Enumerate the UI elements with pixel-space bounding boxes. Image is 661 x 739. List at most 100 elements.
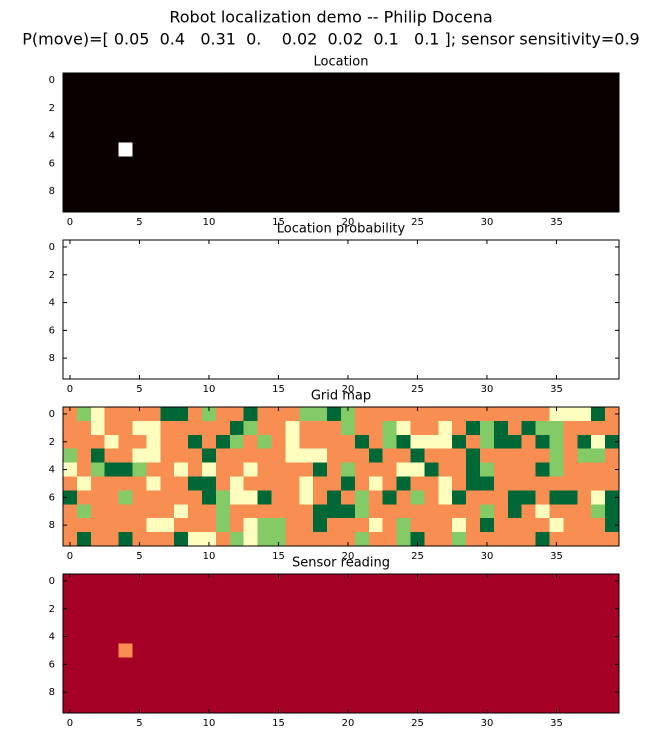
heatmap-cell — [271, 671, 286, 686]
heatmap-cell — [396, 504, 411, 519]
heatmap-cell — [146, 462, 161, 477]
heatmap-cell — [202, 657, 217, 672]
heatmap-cell — [229, 100, 245, 116]
heatmap-cell — [549, 240, 564, 255]
heatmap-cell — [174, 198, 189, 213]
heatmap-cell — [132, 351, 147, 366]
heatmap-cell — [271, 267, 286, 283]
heatmap-cell — [480, 267, 495, 283]
heatmap-cell — [605, 448, 620, 463]
heatmap-cell — [271, 240, 286, 255]
heatmap-cell — [605, 671, 620, 686]
heatmap-cell — [63, 615, 78, 630]
heatmap-cell — [549, 323, 564, 338]
heatmap-cell — [63, 462, 78, 477]
x-tick-label: 15 — [272, 384, 285, 395]
heatmap-cell — [188, 671, 203, 686]
heatmap-cell — [132, 267, 147, 283]
heatmap-cell — [480, 504, 495, 519]
heatmap-cell — [146, 671, 161, 686]
heatmap-cell — [424, 86, 439, 102]
heatmap-cell — [341, 518, 356, 533]
heatmap-cell — [382, 462, 397, 477]
heatmap-cell — [368, 73, 384, 88]
heatmap-cell — [410, 407, 425, 422]
heatmap-cell — [382, 685, 397, 700]
heatmap-cell — [215, 156, 231, 171]
heatmap-cell — [160, 434, 175, 450]
heatmap-cell — [563, 323, 578, 338]
heatmap-cell — [535, 462, 550, 477]
heatmap-cell — [229, 407, 245, 422]
x-tick-label: 15 — [272, 551, 285, 562]
heatmap-cell — [424, 448, 439, 463]
heatmap-cell — [382, 309, 397, 324]
heatmap-cell — [243, 267, 258, 283]
heatmap-cell — [285, 587, 300, 603]
heatmap-cell — [313, 156, 328, 171]
heatmap-cell — [76, 699, 92, 714]
heatmap-cell — [577, 699, 592, 714]
heatmap-cell — [90, 170, 106, 185]
heatmap-cell — [549, 699, 564, 714]
heatmap-cell — [285, 198, 300, 213]
heatmap-cell — [188, 309, 203, 324]
heatmap-cell — [368, 253, 384, 269]
heatmap-cell — [521, 476, 536, 491]
heatmap-cell — [118, 699, 133, 714]
heatmap-cell — [188, 142, 203, 157]
heatmap-cell — [368, 309, 384, 324]
heatmap-cell — [257, 198, 272, 213]
heatmap-cell — [313, 170, 328, 185]
heatmap-cell — [605, 587, 620, 603]
heatmap-cell — [521, 100, 536, 116]
heatmap-cell — [493, 671, 509, 686]
heatmap-cell — [146, 587, 161, 603]
heatmap-cell — [299, 198, 314, 213]
heatmap-cell — [368, 407, 384, 422]
heatmap-cell — [368, 86, 384, 102]
heatmap-cell — [480, 615, 495, 630]
heatmap-cell — [410, 434, 425, 450]
heatmap-cell — [396, 73, 411, 88]
heatmap-cell — [104, 462, 119, 477]
heatmap-cell — [480, 685, 495, 700]
heatmap-cell — [493, 323, 509, 338]
heatmap-cell — [535, 170, 550, 185]
heatmap-cell — [563, 114, 578, 129]
heatmap-cell — [591, 587, 606, 603]
heatmap-cell — [535, 295, 550, 310]
heatmap-cell — [174, 699, 189, 714]
heatmap-cell — [480, 518, 495, 533]
heatmap-cell — [271, 462, 286, 477]
heatmap-cell — [229, 587, 245, 603]
y-tick-label: 8 — [49, 687, 55, 698]
heatmap-cell — [368, 365, 384, 380]
heatmap-cell — [229, 448, 245, 463]
y-tick-label: 6 — [49, 158, 55, 169]
heatmap-cell — [299, 476, 314, 491]
heatmap-cell — [299, 671, 314, 686]
heatmap-cell — [507, 253, 523, 269]
heatmap-cell — [174, 100, 189, 116]
heatmap-cell — [202, 601, 217, 617]
heatmap-cell — [118, 267, 133, 283]
heatmap-cell — [396, 267, 411, 283]
heatmap-cell — [354, 128, 370, 143]
heatmap-cell — [229, 420, 245, 436]
heatmap-cell — [215, 267, 231, 283]
heatmap-cell — [257, 114, 272, 129]
x-tick-label: 15 — [272, 217, 285, 228]
heatmap-cell — [188, 462, 203, 477]
heatmap-cell — [591, 156, 606, 171]
heatmap-cell — [493, 657, 509, 672]
heatmap-cell — [202, 532, 217, 547]
heatmap-cell — [160, 309, 175, 324]
heatmap-cell — [424, 615, 439, 630]
heatmap-cell — [243, 323, 258, 338]
heatmap-cell — [132, 685, 147, 700]
heatmap-cell — [285, 100, 300, 116]
heatmap-cell — [577, 198, 592, 213]
heatmap-cell — [535, 587, 550, 603]
heatmap-cell — [90, 462, 106, 477]
